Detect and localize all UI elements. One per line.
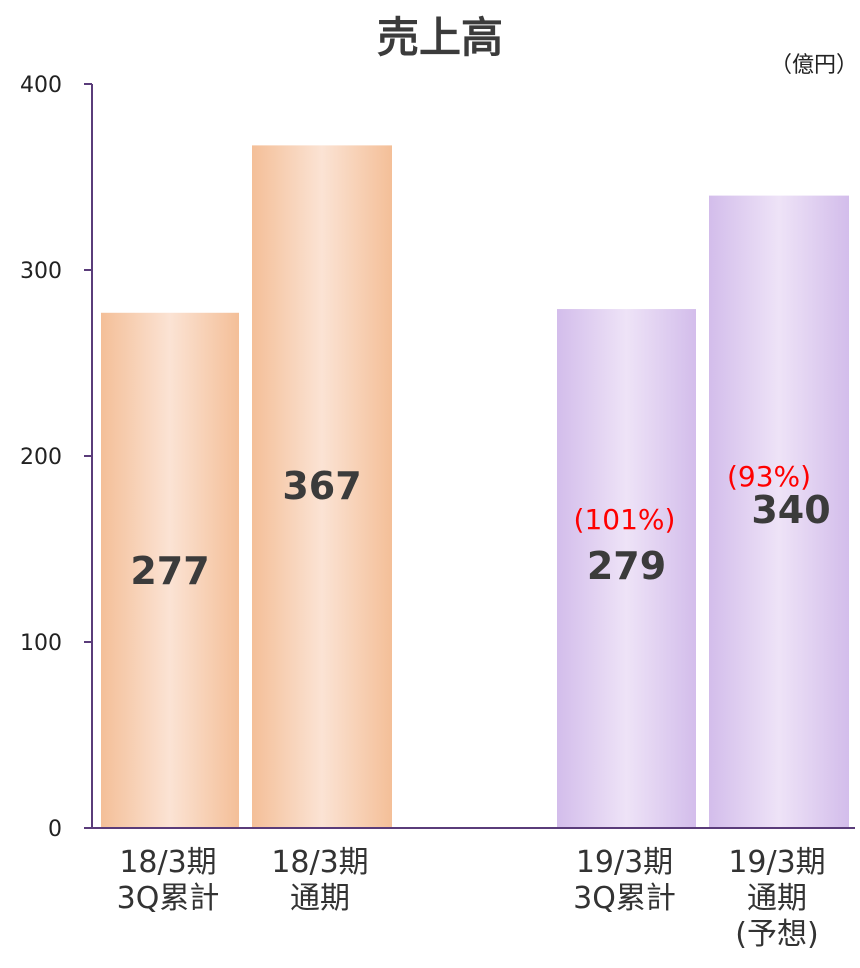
x-tick-label: 3Q累計 <box>573 881 676 916</box>
bar <box>252 145 392 828</box>
bar-value-label: 367 <box>282 464 361 508</box>
y-tick-label: 0 <box>48 817 62 842</box>
bar <box>709 195 849 829</box>
chart-title: 売上高 <box>377 13 503 62</box>
y-tick-label: 100 <box>20 631 62 656</box>
x-tick-label: 3Q累計 <box>117 881 220 916</box>
x-tick-label: 通期 <box>747 881 807 916</box>
y-tick-label: 400 <box>20 73 62 98</box>
x-tick-label: 18/3期 <box>271 845 368 880</box>
x-tick-label: 18/3期 <box>119 845 216 880</box>
y-tick-label: 200 <box>20 445 62 470</box>
bar-value-label: 279 <box>587 544 666 588</box>
x-tick-label: 通期 <box>290 881 350 916</box>
y-tick-label: 300 <box>20 259 62 284</box>
bar-percent-label: (101%) <box>574 503 676 536</box>
bar-percent-label: (93%) <box>727 460 811 493</box>
x-tick-label: 19/3期 <box>728 845 825 880</box>
bar <box>101 312 239 828</box>
bar <box>557 309 696 828</box>
unit-label: （億円） <box>770 53 858 78</box>
bar-value-label: 277 <box>130 549 209 593</box>
bar-value-label: 340 <box>751 488 830 532</box>
x-tick-label: 19/3期 <box>576 845 673 880</box>
x-tick-label: (予想) <box>735 917 818 952</box>
